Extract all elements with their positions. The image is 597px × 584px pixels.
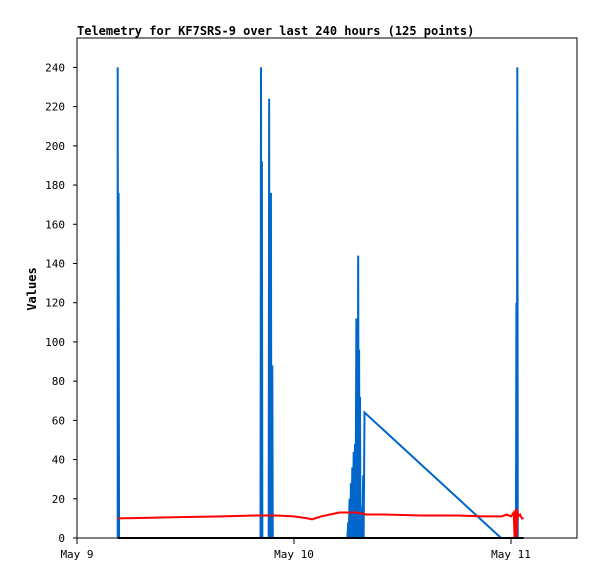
chart-title: Telemetry for KF7SRS-9 over last 240 hou… xyxy=(77,24,474,38)
series-line-1 xyxy=(117,508,524,539)
y-tick-label: 140 xyxy=(45,257,65,270)
y-axis-label: Values xyxy=(25,267,39,310)
y-tick-label: 220 xyxy=(45,101,65,114)
y-tick-label: 200 xyxy=(45,140,65,153)
y-tick-label: 20 xyxy=(52,493,65,506)
y-tick-label: 0 xyxy=(58,532,65,545)
y-tick-label: 120 xyxy=(45,297,65,310)
plot-frame xyxy=(76,37,578,539)
series-line-0 xyxy=(116,67,519,539)
y-tick-label: 160 xyxy=(45,218,65,231)
y-tick-label: 180 xyxy=(45,179,65,192)
y-tick-label: 100 xyxy=(45,336,65,349)
y-tick-label: 60 xyxy=(52,414,65,427)
y-tick-label: 240 xyxy=(45,61,65,74)
x-tick-label: May 9 xyxy=(60,548,93,561)
y-axis-ticks: 0 20 40 60 80 100 120 140 160 180 200 220 240 xyxy=(45,61,77,545)
y-tick-label: 80 xyxy=(52,375,65,388)
y-tick-label: 40 xyxy=(52,454,65,467)
x-axis-ticks: May 9 May 10 May 11 xyxy=(60,538,531,561)
x-tick-label: May 11 xyxy=(491,548,531,561)
series-layer xyxy=(116,67,524,539)
x-tick-label: May 10 xyxy=(274,548,314,561)
